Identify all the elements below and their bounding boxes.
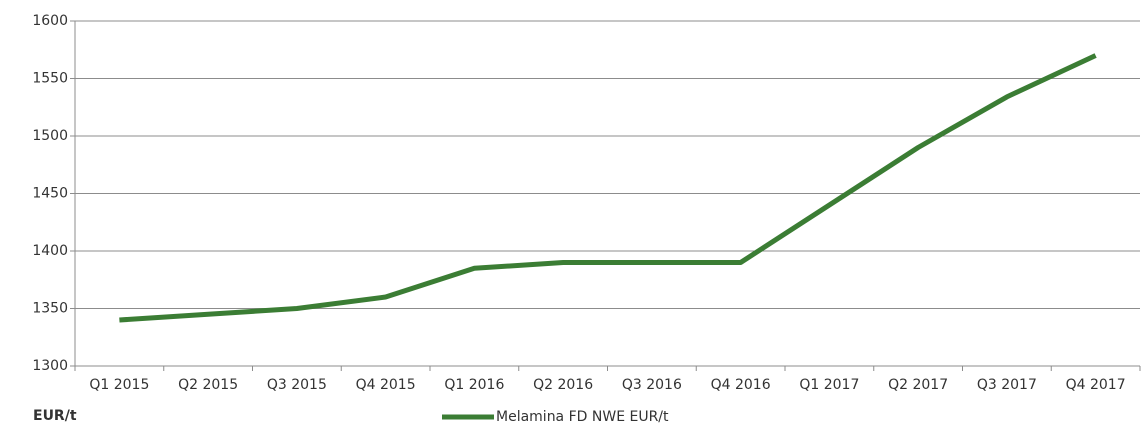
y-axis-label: EUR/t bbox=[33, 408, 77, 424]
y-tick-label: 1600 bbox=[32, 13, 68, 29]
legend-label: Melamina FD NWE EUR/t bbox=[496, 409, 669, 425]
y-tick-label: 1450 bbox=[32, 186, 68, 202]
x-tick-label: Q3 2015 bbox=[267, 377, 327, 393]
x-tick-label: Q3 2016 bbox=[622, 377, 682, 393]
x-tick-label: Q4 2016 bbox=[711, 377, 771, 393]
y-tick-label: 1550 bbox=[32, 71, 68, 87]
x-tick-label: Q3 2017 bbox=[977, 377, 1037, 393]
x-tick-label: Q2 2017 bbox=[888, 377, 948, 393]
x-tick-label: Q1 2017 bbox=[799, 377, 859, 393]
y-tick-label: 1400 bbox=[32, 243, 68, 259]
series-line bbox=[119, 53, 1097, 323]
x-tick-label: Q2 2015 bbox=[178, 377, 238, 393]
y-tick-label: 1300 bbox=[32, 358, 68, 374]
x-tick-label: Q4 2015 bbox=[356, 377, 416, 393]
x-tick-label: Q1 2015 bbox=[89, 377, 149, 393]
x-tick-label: Q2 2016 bbox=[533, 377, 593, 393]
y-tick-label: 1500 bbox=[32, 128, 68, 144]
x-tick-label: Q4 2017 bbox=[1066, 377, 1126, 393]
y-tick-label: 1350 bbox=[32, 301, 68, 317]
x-tick-label: Q1 2016 bbox=[444, 377, 504, 393]
